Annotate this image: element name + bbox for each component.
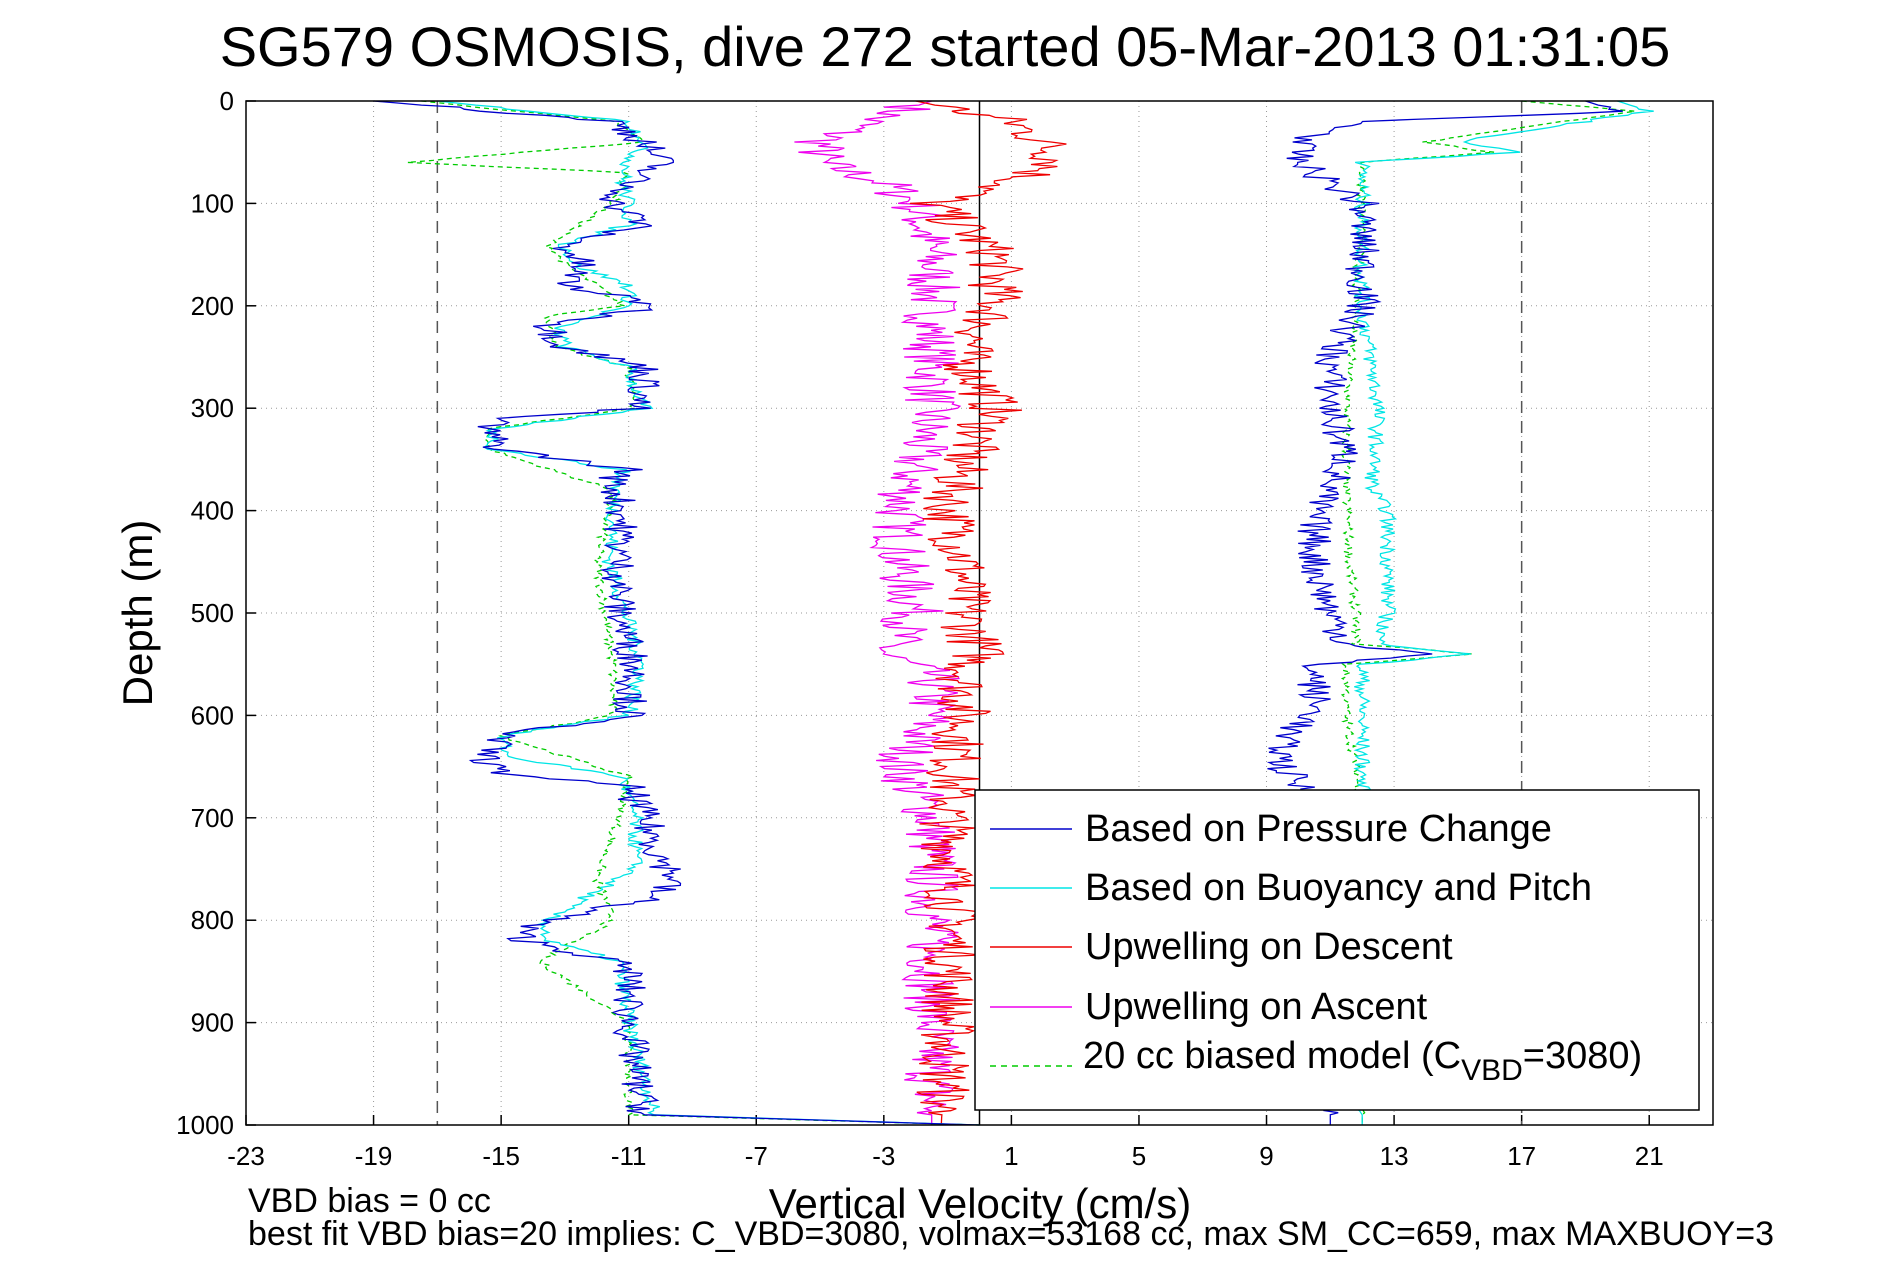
x-tick-label: 17 [1507, 1141, 1536, 1171]
legend-label-buoyancy: Based on Buoyancy and Pitch [1085, 867, 1592, 909]
y-tick-label: 800 [191, 905, 234, 935]
y-tick-label: 900 [191, 1008, 234, 1038]
legend-label-ascent: Upwelling on Ascent [1085, 986, 1428, 1028]
x-tick-label: -19 [355, 1141, 393, 1171]
footnote-best-fit: best fit VBD bias=20 implies: C_VBD=3080… [248, 1215, 1774, 1253]
x-tick-label: -11 [611, 1141, 647, 1171]
x-tick-label: 5 [1132, 1141, 1146, 1171]
x-tick-label: 9 [1259, 1141, 1273, 1171]
trace-buoyancy_pitch-descent [437, 100, 980, 1126]
legend-entry-model: 20 cc biased model (CVBD=3080) [990, 1035, 1642, 1087]
y-tick-labels: 0 100 200 300 400 500 600 700 800 900 1000 [176, 86, 234, 1140]
x-tick-label: 21 [1635, 1141, 1664, 1171]
x-tick-label: -23 [227, 1141, 265, 1171]
y-tick-label: 200 [191, 291, 234, 321]
x-tick-label: 1 [1004, 1141, 1018, 1171]
y-tick-label: 1000 [176, 1110, 234, 1140]
trace-upwelling_descent [909, 100, 1067, 1126]
x-tick-label: -7 [745, 1141, 768, 1171]
legend-box [974, 789, 1700, 1111]
trace-upwelling_ascent [794, 100, 962, 1125]
legend-label-pressure: Based on Pressure Change [1085, 808, 1552, 850]
legend-label-model: 20 cc biased model (CVBD=3080) [1083, 1035, 1642, 1087]
trace-pressure_change-descent [373, 100, 980, 1126]
x-tick-label: -3 [872, 1141, 895, 1171]
y-tick-label: 0 [220, 86, 234, 116]
legend-entry-ascent: Upwelling on Ascent [990, 986, 1428, 1028]
x-axis-label: Vertical Velocity (cm/s) [769, 1180, 1191, 1227]
y-tick-label: 600 [191, 700, 234, 730]
plot-frame [245, 100, 1714, 1126]
legend-entry-descent: Upwelling on Descent [990, 926, 1453, 968]
legend-entry-buoyancy: Based on Buoyancy and Pitch [990, 867, 1592, 909]
y-tick-label: 300 [191, 393, 234, 423]
chart-title: SG579 OSMOSIS, dive 272 started 05-Mar-2… [220, 15, 1671, 78]
legend-label-descent: Upwelling on Descent [1085, 926, 1453, 968]
x-tick-label: -15 [482, 1141, 520, 1171]
footnote-bias: VBD bias = 0 cc [248, 1182, 491, 1220]
chart-legend: Based on Pressure Change Based on Buoyan… [974, 789, 1700, 1111]
y-tick-label: 700 [191, 803, 234, 833]
legend-entry-pressure: Based on Pressure Change [990, 808, 1552, 850]
trace-biased_model-ascent [1340, 100, 1636, 1125]
x-tick-label: 13 [1380, 1141, 1409, 1171]
y-tick-label: 100 [191, 188, 234, 218]
y-tick-label: 400 [191, 496, 234, 526]
y-tick-label: 500 [191, 598, 234, 628]
x-tick-labels: -23 -19 -15 -11 -7 -3 1 5 9 13 17 21 [227, 1141, 1663, 1171]
y-axis-label: Depth (m) [114, 520, 161, 707]
